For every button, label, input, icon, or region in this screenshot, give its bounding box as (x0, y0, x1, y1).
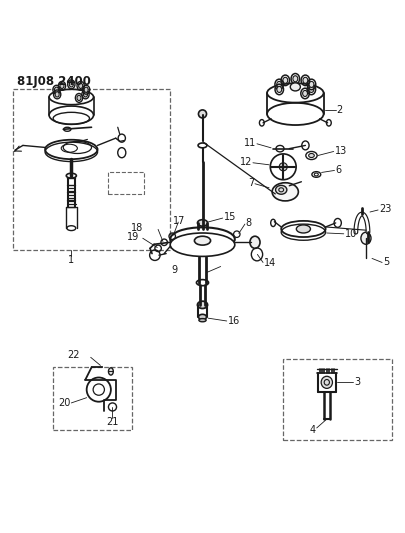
Text: 17: 17 (173, 216, 185, 227)
Ellipse shape (199, 319, 206, 322)
Ellipse shape (198, 220, 207, 226)
Ellipse shape (55, 87, 59, 92)
Text: 4: 4 (310, 425, 316, 435)
Ellipse shape (45, 140, 98, 159)
Ellipse shape (170, 228, 235, 251)
Text: 7: 7 (248, 178, 254, 188)
Text: 6: 6 (335, 165, 341, 175)
Ellipse shape (198, 143, 207, 148)
Ellipse shape (277, 82, 281, 87)
Text: 3: 3 (354, 377, 360, 387)
Text: 11: 11 (243, 139, 256, 148)
Ellipse shape (277, 86, 282, 92)
Bar (283, 359, 392, 440)
Bar (108, 172, 144, 194)
Text: 16: 16 (228, 316, 240, 326)
Ellipse shape (109, 368, 113, 375)
Text: 8: 8 (246, 219, 252, 228)
Ellipse shape (361, 232, 371, 244)
Ellipse shape (309, 154, 314, 158)
Text: 15: 15 (224, 212, 236, 222)
Ellipse shape (275, 185, 287, 194)
Circle shape (93, 384, 104, 395)
Ellipse shape (309, 82, 314, 87)
Ellipse shape (198, 314, 207, 320)
Text: 12: 12 (240, 157, 252, 167)
Text: 18: 18 (130, 223, 143, 233)
Circle shape (198, 110, 207, 118)
Ellipse shape (69, 82, 73, 87)
Ellipse shape (77, 95, 81, 101)
Text: 81J08 2400: 81J08 2400 (17, 75, 91, 88)
Ellipse shape (303, 91, 307, 96)
Ellipse shape (321, 376, 333, 389)
Ellipse shape (283, 77, 288, 83)
Text: 14: 14 (264, 259, 276, 268)
Bar (53, 367, 132, 430)
Text: 19: 19 (126, 232, 139, 243)
Text: 20: 20 (58, 398, 70, 408)
Ellipse shape (84, 87, 88, 92)
Bar (13, 89, 170, 251)
Ellipse shape (293, 76, 298, 82)
Text: 21: 21 (106, 417, 119, 427)
Ellipse shape (194, 236, 211, 245)
Text: 5: 5 (383, 257, 389, 268)
Ellipse shape (60, 83, 64, 88)
Circle shape (279, 163, 287, 171)
Text: 22: 22 (67, 350, 79, 360)
Ellipse shape (309, 86, 314, 92)
Text: 10: 10 (345, 229, 357, 239)
Ellipse shape (170, 233, 235, 256)
Ellipse shape (198, 301, 207, 309)
Text: 1: 1 (68, 255, 75, 265)
Ellipse shape (55, 92, 59, 97)
Text: 2: 2 (337, 105, 343, 115)
Ellipse shape (296, 225, 311, 233)
Ellipse shape (79, 83, 83, 88)
Ellipse shape (303, 77, 308, 83)
Text: 9: 9 (171, 265, 177, 274)
Ellipse shape (83, 92, 87, 97)
Ellipse shape (250, 236, 260, 248)
Ellipse shape (290, 83, 301, 91)
Text: 23: 23 (379, 204, 391, 214)
Ellipse shape (272, 183, 298, 201)
Ellipse shape (281, 221, 326, 237)
Ellipse shape (196, 280, 209, 286)
Text: 13: 13 (335, 146, 347, 156)
